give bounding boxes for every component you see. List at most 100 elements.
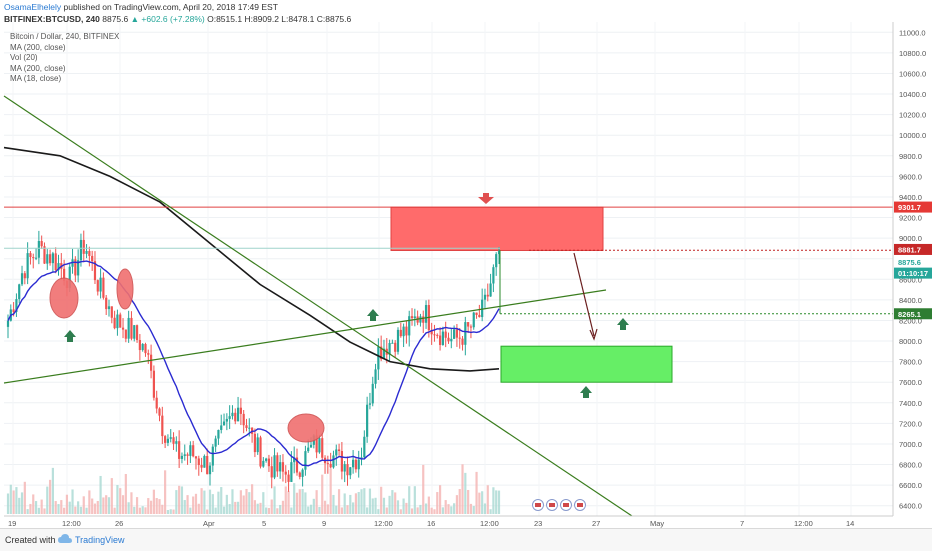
time-tick-label: 7	[740, 519, 744, 528]
candle-body	[458, 337, 461, 339]
candle-body	[366, 404, 369, 437]
candle-body	[405, 326, 408, 336]
candle-body	[307, 447, 310, 452]
countdown-tag-bg	[894, 267, 932, 279]
time-tick-label: Apr	[203, 519, 215, 528]
time-tick-label: 12:00	[62, 519, 81, 528]
volume-bar	[483, 503, 487, 514]
volume-bar	[236, 501, 240, 514]
price-tick-label: 9000.0	[899, 234, 922, 243]
tradingview-logo[interactable]: TradingView	[75, 535, 125, 545]
candle-body	[40, 241, 43, 247]
volume-bar	[419, 504, 422, 514]
price-tick-label: 6800.0	[899, 461, 922, 470]
countdown-tag: 01:10:17	[898, 269, 928, 278]
legend-item[interactable]: Vol (20)	[10, 53, 38, 62]
candle-body	[287, 474, 290, 482]
price-tick-label: 8200.0	[899, 316, 922, 325]
volume-bar	[262, 492, 265, 514]
candle-body	[161, 415, 164, 437]
price-tick-label: 10400.0	[899, 90, 926, 99]
volume-bar	[197, 503, 200, 514]
candle-body	[119, 314, 122, 328]
legend-item[interactable]: MA (200, close)	[10, 42, 66, 52]
volume-bar	[438, 485, 442, 514]
volume-bar	[433, 509, 436, 514]
event-flag-icon	[577, 503, 583, 507]
volume-bar	[178, 485, 181, 514]
legend-item[interactable]: MA (200, close)	[10, 63, 66, 73]
candle-body	[332, 455, 335, 468]
volume-bar	[63, 507, 66, 514]
candle-body	[105, 297, 108, 310]
volume-bar	[77, 501, 80, 514]
time-tick-label: 12:00	[374, 519, 393, 528]
candle-body	[127, 317, 130, 339]
resistance-zone	[390, 206, 604, 251]
candle-body	[489, 283, 492, 297]
volume-bar	[79, 506, 83, 514]
projection-arrowhead	[589, 328, 598, 341]
highlight-ellipse	[116, 268, 134, 310]
volume-bar	[192, 496, 195, 514]
volume-bar	[234, 501, 237, 514]
volume-bar	[441, 507, 444, 514]
candle-body	[377, 346, 380, 370]
price-tick-label: 7600.0	[899, 378, 922, 387]
candle-body	[461, 338, 464, 345]
volume-bar	[9, 484, 12, 514]
candle-body	[467, 322, 470, 327]
candle-body	[270, 466, 273, 478]
support-price-tag: 8265.1	[898, 310, 921, 319]
candle-body	[352, 459, 355, 468]
candle-body	[113, 317, 116, 329]
volume-bar	[155, 498, 158, 514]
legend-item[interactable]: MA (18, close)	[10, 74, 62, 83]
volume-bar	[464, 472, 467, 514]
candle-body	[315, 435, 318, 453]
candle-body	[164, 436, 167, 443]
candle-body	[175, 441, 178, 444]
volume-bar	[91, 498, 94, 514]
volume-bar	[309, 504, 313, 514]
volume-bars	[6, 464, 501, 514]
candle-body	[32, 257, 35, 259]
volume-bar	[489, 509, 492, 514]
time-tick-label: 14	[846, 519, 854, 528]
up-arrow-icon	[580, 386, 592, 398]
volume-bar	[349, 494, 352, 514]
volume-bar	[455, 495, 459, 514]
price-tick-label: 7000.0	[899, 440, 922, 449]
price-chart[interactable]: 6400.0 6600.0 6800.0 7000.0 7200.0 7400.0 7600…	[0, 0, 932, 528]
volume-bar	[116, 485, 119, 514]
candle-body	[234, 412, 237, 422]
candle-body	[192, 445, 195, 457]
candle-body	[464, 322, 467, 345]
candle-body	[197, 458, 200, 466]
author-link[interactable]: OsamaElhelely	[4, 2, 62, 12]
volume-bar	[40, 499, 43, 514]
price-tick-label: 7200.0	[899, 419, 922, 428]
volume-bar	[290, 507, 293, 514]
candle-body	[486, 294, 489, 297]
price-axis: 6400.0 6600.0 6800.0 7000.0 7200.0 7400.0 7600…	[899, 28, 926, 510]
candle-body	[368, 403, 372, 405]
legend-item[interactable]: Bitcoin / Dollar, 240, BITFINEX	[10, 32, 120, 41]
volume-bar	[217, 491, 220, 514]
volume-bar	[256, 503, 259, 514]
candle-body	[99, 277, 102, 292]
candle-body	[12, 309, 15, 312]
resistance-price-tag-bg	[894, 201, 932, 213]
candle-body	[329, 463, 332, 468]
descending-trendline	[3, 95, 633, 517]
ma18-line	[7, 260, 500, 467]
candle-body	[85, 250, 88, 254]
candle-body	[245, 425, 248, 428]
volume-bar	[413, 486, 416, 514]
highlight-ellipse	[49, 277, 79, 319]
volume-bar	[436, 492, 439, 514]
volume-bar	[20, 492, 24, 514]
volume-bar	[99, 475, 102, 514]
candle-body	[399, 329, 402, 337]
candle-body	[304, 451, 307, 470]
